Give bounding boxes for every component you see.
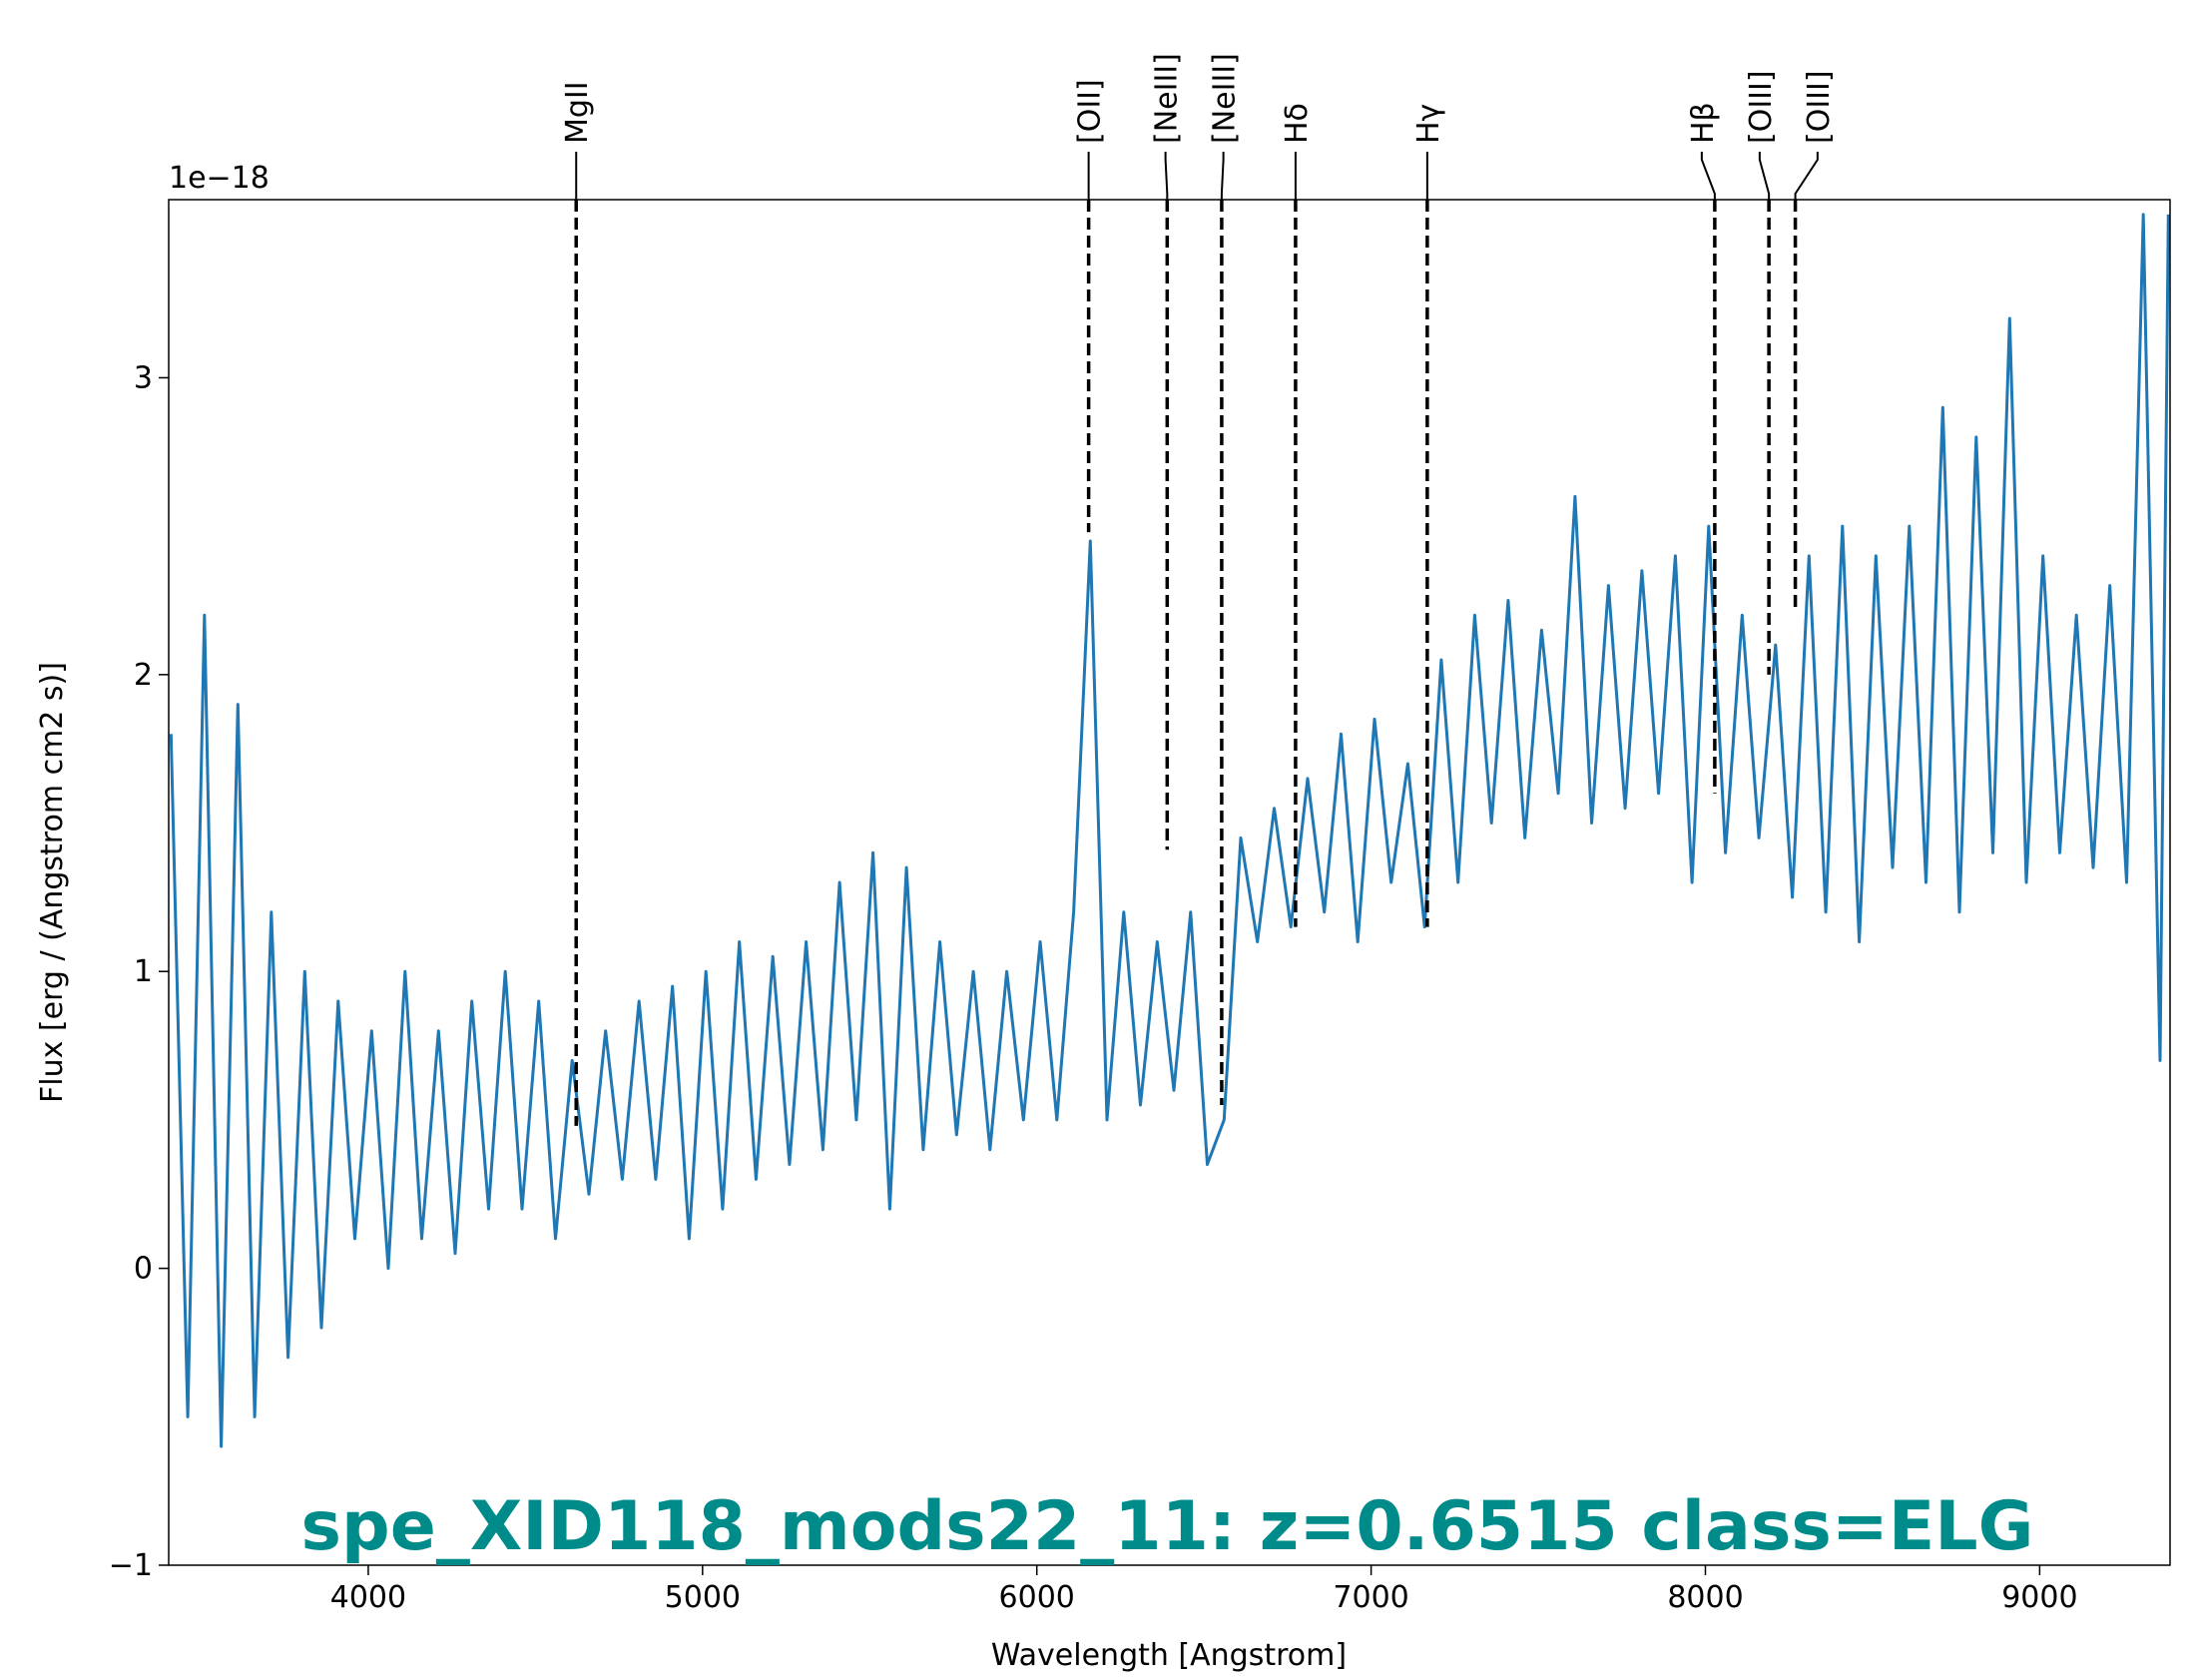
x-axis-label: Wavelength [Angstrom] bbox=[991, 1638, 1347, 1673]
line-label: [OII] bbox=[1073, 79, 1108, 144]
line-leader bbox=[1220, 152, 1225, 200]
y-tick-label: 0 bbox=[134, 1252, 153, 1287]
line-label: Hγ bbox=[1411, 104, 1446, 144]
y-tick-label: 3 bbox=[134, 360, 153, 395]
x-tick-label: 8000 bbox=[1667, 1580, 1743, 1615]
line-leader bbox=[1700, 152, 1716, 200]
line-label: Hδ bbox=[1280, 103, 1315, 144]
line-leader bbox=[1164, 152, 1169, 200]
x-tick-label: 5000 bbox=[665, 1580, 741, 1615]
x-tick-label: 9000 bbox=[2001, 1580, 2077, 1615]
line-label: [NeIII] bbox=[1150, 53, 1185, 144]
spectrum-line bbox=[169, 213, 2170, 1448]
line-label: Hβ bbox=[1686, 102, 1721, 144]
x-tick-label: 7000 bbox=[1333, 1580, 1408, 1615]
y-axis-label: Flux [erg / (Angstrom cm2 s)] bbox=[35, 662, 70, 1103]
line-leader bbox=[1758, 152, 1771, 200]
line-leader bbox=[1794, 152, 1819, 200]
y-tick-label: −1 bbox=[109, 1548, 153, 1583]
y-tick-label: 1 bbox=[134, 954, 153, 989]
x-tick-label: 6000 bbox=[999, 1580, 1075, 1615]
line-label: MgII bbox=[560, 81, 595, 144]
y-offset-label: 1e−18 bbox=[169, 161, 270, 196]
line-label: [NeIII] bbox=[1208, 53, 1243, 144]
y-tick-label: 2 bbox=[134, 658, 153, 693]
line-label: [OIII] bbox=[1744, 70, 1779, 144]
line-label: [OIII] bbox=[1802, 70, 1837, 144]
chart-title: spe_XID118_mods22_11: z=0.6515 class=ELG bbox=[301, 1487, 2034, 1566]
plot-frame bbox=[168, 199, 2171, 1566]
x-tick-label: 4000 bbox=[330, 1580, 406, 1615]
